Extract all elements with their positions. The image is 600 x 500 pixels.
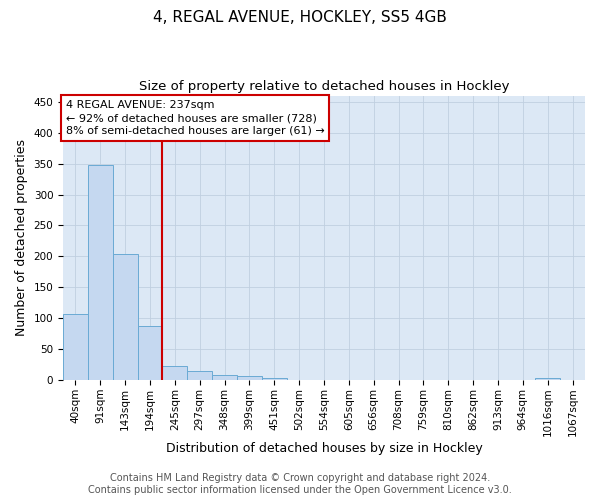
Bar [137, 326, 163, 380]
Text: 4 REGAL AVENUE: 237sqm
← 92% of detached houses are smaller (728)
8% of semi-det: 4 REGAL AVENUE: 237sqm ← 92% of detached… [65, 100, 325, 136]
Text: Contains HM Land Registry data © Crown copyright and database right 2024.
Contai: Contains HM Land Registry data © Crown c… [88, 474, 512, 495]
Bar [535, 378, 560, 380]
Bar [63, 314, 88, 380]
Text: 4, REGAL AVENUE, HOCKLEY, SS5 4GB: 4, REGAL AVENUE, HOCKLEY, SS5 4GB [153, 10, 447, 25]
Bar [113, 254, 137, 380]
Bar [212, 374, 237, 380]
Title: Size of property relative to detached houses in Hockley: Size of property relative to detached ho… [139, 80, 509, 93]
X-axis label: Distribution of detached houses by size in Hockley: Distribution of detached houses by size … [166, 442, 482, 455]
Y-axis label: Number of detached properties: Number of detached properties [15, 140, 28, 336]
Bar [237, 376, 262, 380]
Bar [262, 378, 287, 380]
Bar [88, 165, 113, 380]
Bar [163, 366, 187, 380]
Bar [187, 371, 212, 380]
